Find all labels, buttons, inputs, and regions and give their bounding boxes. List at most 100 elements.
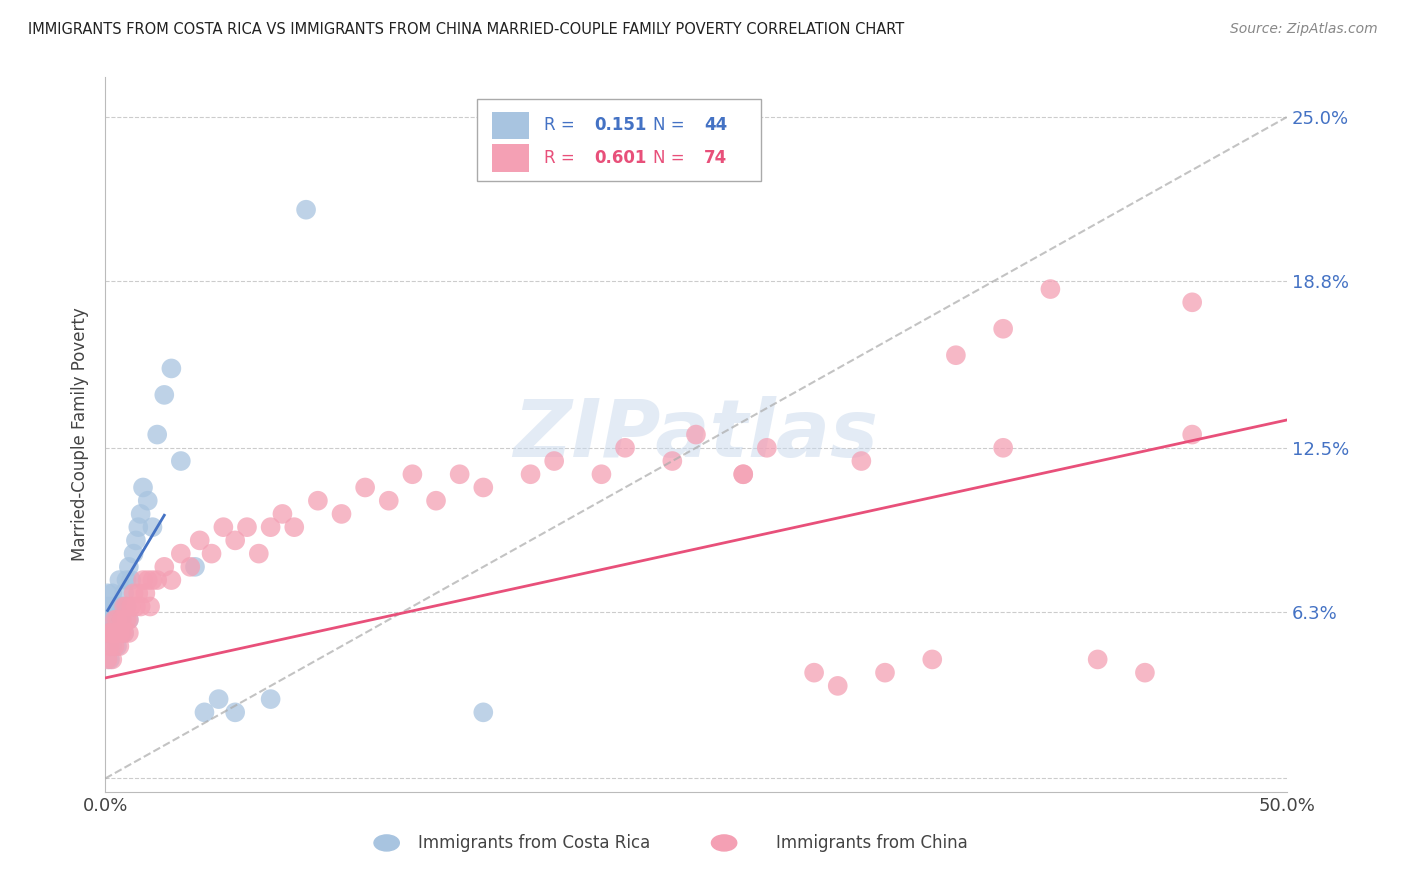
Point bbox=[120, 573, 142, 587]
Point bbox=[101, 652, 124, 666]
Point bbox=[129, 507, 152, 521]
Point bbox=[127, 586, 149, 600]
Point bbox=[112, 626, 135, 640]
Text: 74: 74 bbox=[704, 149, 727, 167]
Point bbox=[236, 520, 259, 534]
Point bbox=[111, 626, 134, 640]
Point bbox=[200, 547, 222, 561]
Text: 44: 44 bbox=[704, 116, 727, 134]
Point bbox=[111, 599, 134, 614]
Point bbox=[98, 652, 121, 666]
Point bbox=[136, 573, 159, 587]
Point bbox=[153, 559, 176, 574]
Point bbox=[105, 599, 128, 614]
Point bbox=[519, 467, 541, 482]
Point bbox=[170, 454, 193, 468]
Point bbox=[101, 586, 124, 600]
Point bbox=[129, 599, 152, 614]
Point bbox=[132, 480, 155, 494]
Point bbox=[108, 573, 131, 587]
Point bbox=[401, 467, 423, 482]
Point bbox=[188, 533, 211, 548]
Point bbox=[591, 467, 613, 482]
Point bbox=[1181, 427, 1204, 442]
Point bbox=[98, 626, 121, 640]
Point bbox=[97, 586, 120, 600]
Point bbox=[614, 441, 637, 455]
Point bbox=[146, 573, 169, 587]
Point bbox=[991, 441, 1014, 455]
Point bbox=[97, 652, 120, 666]
Text: Immigrants from China: Immigrants from China bbox=[776, 834, 967, 852]
Point bbox=[122, 547, 145, 561]
Point bbox=[104, 626, 127, 640]
Point bbox=[98, 613, 121, 627]
Point bbox=[104, 599, 127, 614]
Point bbox=[283, 520, 305, 534]
Point bbox=[108, 626, 131, 640]
Point bbox=[115, 599, 138, 614]
Point bbox=[115, 573, 138, 587]
Point bbox=[125, 533, 148, 548]
Text: IMMIGRANTS FROM COSTA RICA VS IMMIGRANTS FROM CHINA MARRIED-COUPLE FAMILY POVERT: IMMIGRANTS FROM COSTA RICA VS IMMIGRANTS… bbox=[28, 22, 904, 37]
Point bbox=[127, 520, 149, 534]
Point bbox=[921, 652, 943, 666]
Point bbox=[153, 388, 176, 402]
Point bbox=[733, 467, 755, 482]
Point bbox=[945, 348, 967, 362]
Point bbox=[134, 586, 156, 600]
Point bbox=[118, 626, 141, 640]
Point bbox=[146, 427, 169, 442]
Point bbox=[851, 454, 873, 468]
Point bbox=[112, 599, 135, 614]
Point bbox=[104, 613, 127, 627]
Point bbox=[101, 613, 124, 627]
Point bbox=[224, 533, 246, 548]
Point bbox=[105, 626, 128, 640]
Text: R =: R = bbox=[544, 116, 579, 134]
Text: 0.601: 0.601 bbox=[595, 149, 647, 167]
Point bbox=[97, 626, 120, 640]
Point bbox=[661, 454, 683, 468]
Point bbox=[118, 613, 141, 627]
Point bbox=[97, 626, 120, 640]
Text: 0.151: 0.151 bbox=[595, 116, 647, 134]
Point bbox=[472, 480, 495, 494]
Point bbox=[208, 692, 231, 706]
Point bbox=[472, 706, 495, 720]
Point bbox=[170, 547, 193, 561]
Point bbox=[115, 599, 138, 614]
Point bbox=[111, 613, 134, 627]
Point bbox=[98, 639, 121, 653]
Point bbox=[141, 573, 163, 587]
Point bbox=[354, 480, 377, 494]
Point bbox=[108, 639, 131, 653]
Point bbox=[108, 626, 131, 640]
Point bbox=[307, 493, 329, 508]
Text: R =: R = bbox=[544, 149, 579, 167]
Point bbox=[125, 599, 148, 614]
FancyBboxPatch shape bbox=[492, 145, 530, 171]
Text: Immigrants from Costa Rica: Immigrants from Costa Rica bbox=[418, 834, 651, 852]
Point bbox=[160, 573, 183, 587]
Point bbox=[120, 599, 142, 614]
Y-axis label: Married-Couple Family Poverty: Married-Couple Family Poverty bbox=[72, 308, 89, 561]
Point bbox=[101, 639, 124, 653]
Point bbox=[98, 599, 121, 614]
Point bbox=[136, 493, 159, 508]
Text: ZIPatlas: ZIPatlas bbox=[513, 395, 879, 474]
FancyBboxPatch shape bbox=[478, 99, 761, 181]
Point bbox=[803, 665, 825, 680]
Point bbox=[1087, 652, 1109, 666]
Point bbox=[104, 613, 127, 627]
Point bbox=[425, 493, 447, 508]
Point bbox=[247, 547, 270, 561]
Point bbox=[104, 639, 127, 653]
Point bbox=[118, 613, 141, 627]
Point bbox=[141, 520, 163, 534]
Point bbox=[259, 520, 281, 534]
Point bbox=[179, 559, 201, 574]
Text: Source: ZipAtlas.com: Source: ZipAtlas.com bbox=[1230, 22, 1378, 37]
Text: N =: N = bbox=[654, 149, 690, 167]
Point bbox=[295, 202, 318, 217]
